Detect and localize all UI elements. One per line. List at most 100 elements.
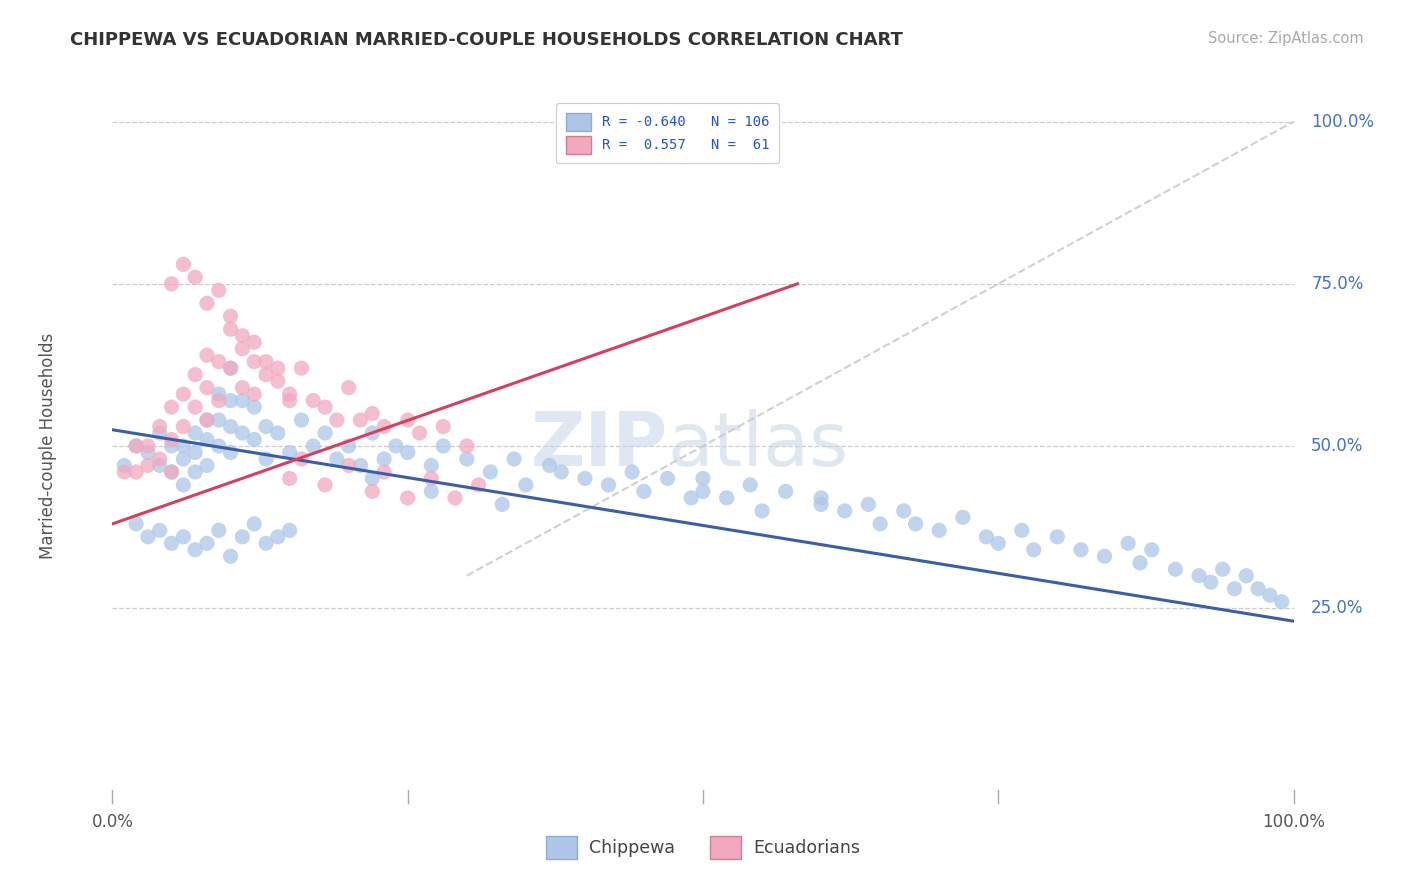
Point [184,445,207,459]
Point [361,471,384,485]
Point [267,374,290,388]
Point [278,387,301,401]
Point [302,439,325,453]
Point [373,452,395,467]
Point [326,413,349,427]
Point [1011,524,1033,538]
Point [598,478,620,492]
Point [195,348,218,362]
Point [149,425,172,440]
Point [361,425,384,440]
Point [278,524,301,538]
Text: 0.0%: 0.0% [91,813,134,830]
Text: CHIPPEWA VS ECUADORIAN MARRIED-COUPLE HOUSEHOLDS CORRELATION CHART: CHIPPEWA VS ECUADORIAN MARRIED-COUPLE HO… [70,31,903,49]
Point [479,465,502,479]
Point [278,471,301,485]
Point [219,419,242,434]
Text: Source: ZipAtlas.com: Source: ZipAtlas.com [1208,31,1364,46]
Point [834,504,856,518]
Point [243,516,266,531]
Point [503,452,526,467]
Point [290,413,312,427]
Point [314,400,336,414]
Point [208,413,231,427]
Point [208,439,231,453]
Point [195,433,218,447]
Point [267,361,290,376]
Point [125,516,148,531]
Point [208,524,231,538]
Point [267,530,290,544]
Point [243,387,266,401]
Point [550,465,572,479]
Point [326,452,349,467]
Point [1223,582,1246,596]
Point [1129,556,1152,570]
Text: atlas: atlas [668,409,849,483]
Point [869,516,891,531]
Point [231,530,253,544]
Point [136,445,159,459]
Point [219,549,242,564]
Point [195,381,218,395]
Point [231,328,253,343]
Point [184,425,207,440]
Point [420,471,443,485]
Point [267,425,290,440]
Point [1094,549,1116,564]
Point [243,433,266,447]
Point [1199,575,1222,590]
Point [633,484,655,499]
Point [160,277,183,291]
Point [184,465,207,479]
Point [385,439,408,453]
Point [219,445,242,459]
Point [373,419,395,434]
Point [219,361,242,376]
Point [538,458,561,473]
Point [420,484,443,499]
Point [231,381,253,395]
Point [172,439,194,453]
Point [432,419,454,434]
Point [432,439,454,453]
Point [149,419,172,434]
Text: 50.0%: 50.0% [1312,437,1364,455]
Point [893,504,915,518]
Point [314,478,336,492]
Point [928,524,950,538]
Point [195,536,218,550]
Text: 100.0%: 100.0% [1312,112,1374,130]
Point [775,484,797,499]
Point [125,439,148,453]
Point [149,524,172,538]
Point [219,322,242,336]
Point [125,439,148,453]
Point [1234,568,1257,582]
Point [172,452,194,467]
Point [1271,595,1294,609]
Point [243,335,266,350]
Point [195,458,218,473]
Point [149,452,172,467]
Point [184,368,207,382]
Point [160,400,183,414]
Point [112,458,135,473]
Point [160,536,183,550]
Point [1140,542,1163,557]
Point [396,491,419,505]
Point [657,471,679,485]
Point [1046,530,1069,544]
Point [231,342,253,356]
Point [1164,562,1187,576]
Point [1070,542,1092,557]
Point [337,439,360,453]
Point [467,478,489,492]
Point [254,536,277,550]
Point [278,393,301,408]
Point [810,497,832,511]
Point [373,465,395,479]
Point [716,491,738,505]
Point [231,425,253,440]
Point [361,484,384,499]
